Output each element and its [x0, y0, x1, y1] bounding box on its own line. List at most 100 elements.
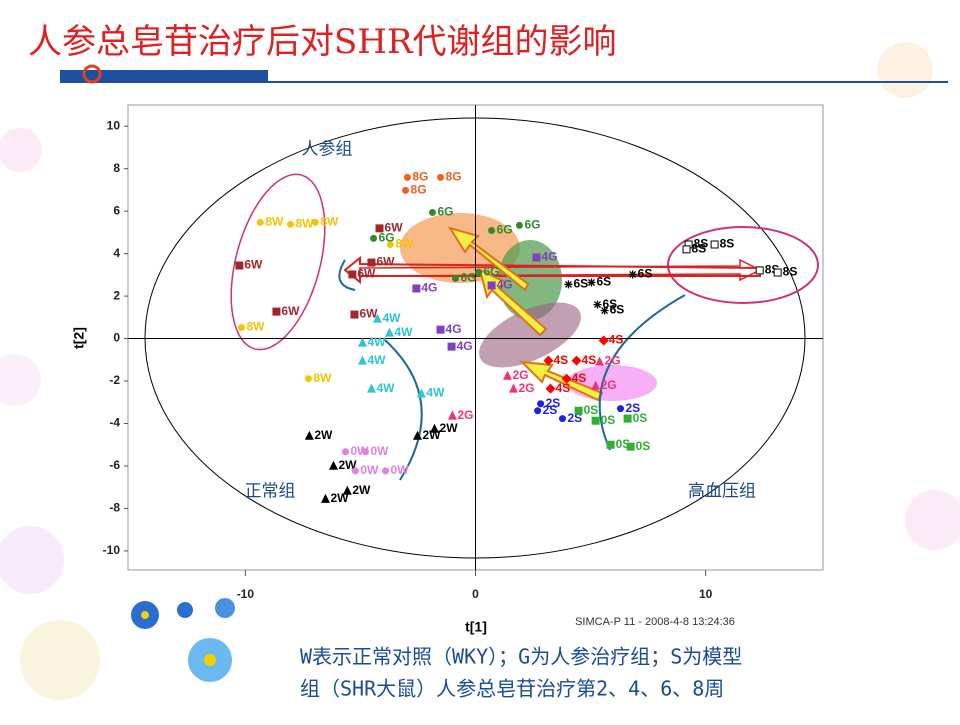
- point-label: 2S: [543, 403, 558, 417]
- point: [606, 440, 615, 449]
- x-tick-label: 10: [699, 587, 713, 601]
- point-label: 6W: [376, 255, 395, 269]
- curve-arrow: [338, 259, 356, 291]
- y-tick-label: -4: [109, 416, 120, 430]
- point-label: 6S: [638, 267, 653, 281]
- y-axis-label: t[2]: [71, 327, 87, 349]
- y-tick-label: 6: [113, 203, 120, 217]
- point: [341, 448, 349, 456]
- annotation: 正常组: [245, 482, 296, 502]
- point-label: 6G: [379, 231, 395, 245]
- point: [437, 173, 445, 181]
- point-label: 6S: [602, 297, 617, 311]
- point: [386, 241, 394, 248]
- point: [372, 313, 382, 323]
- point-label: 4S: [572, 371, 587, 385]
- point: [534, 407, 542, 415]
- point-label: 4W: [394, 325, 413, 339]
- curve-arrow: [384, 339, 423, 481]
- point: [256, 218, 264, 226]
- point: [564, 280, 573, 289]
- point: [598, 335, 609, 346]
- flowers: [131, 598, 235, 682]
- y-tick-label: 8: [113, 161, 120, 175]
- point: [304, 430, 314, 440]
- point-label: 4S: [609, 333, 624, 347]
- point: [515, 221, 523, 229]
- point-label: 8S: [783, 265, 798, 279]
- point-label: 4W: [382, 311, 401, 325]
- point: [375, 224, 384, 233]
- arrow: [359, 258, 762, 282]
- point-label: 4W: [376, 381, 395, 395]
- point: [367, 258, 376, 267]
- point-label: 8G: [412, 170, 428, 184]
- y-tick-label: 2: [113, 288, 120, 302]
- point: [508, 383, 518, 393]
- y-tick-label: 4: [113, 246, 120, 260]
- point: [474, 269, 482, 277]
- point: [710, 240, 719, 249]
- point-label: 4G: [541, 250, 557, 264]
- point-label: 0S: [601, 413, 616, 427]
- point: [532, 253, 541, 262]
- point: [593, 300, 602, 309]
- point-label: 6W: [357, 267, 376, 281]
- point-label: 2G: [605, 354, 621, 368]
- point: [488, 226, 496, 234]
- point: [384, 327, 394, 337]
- point: [545, 383, 556, 394]
- x-tick-label: 0: [472, 587, 479, 601]
- point-label: 6G: [437, 205, 453, 219]
- point-label: 0S: [616, 437, 631, 451]
- point-label: 6G: [460, 271, 476, 285]
- point: [311, 218, 319, 226]
- point-label: 6G: [497, 223, 513, 237]
- point-label: 4G: [421, 281, 437, 295]
- point-label: 2G: [512, 368, 528, 382]
- point-label: 8W: [320, 215, 339, 229]
- point: [623, 414, 632, 423]
- point: [755, 266, 764, 275]
- point-label: 2S: [625, 401, 640, 415]
- point: [342, 485, 352, 495]
- point: [487, 281, 496, 290]
- y-tick-label: -8: [109, 501, 120, 515]
- point-label: 4W: [368, 353, 387, 367]
- point: [587, 278, 596, 287]
- point-label: 0W: [370, 444, 389, 458]
- point-label: 6G: [524, 218, 540, 232]
- point: [626, 442, 635, 451]
- point-label: 8W: [313, 371, 332, 385]
- x-tick-label: -10: [237, 587, 255, 601]
- point-label: 0W: [360, 463, 379, 477]
- point: [351, 467, 359, 475]
- point: [561, 373, 572, 384]
- point: [682, 245, 691, 254]
- point-label: 8S: [694, 237, 709, 251]
- decoration: [0, 42, 960, 700]
- title: 人参总皂苷治疗后对SHR代谢组的影响: [28, 22, 617, 62]
- point: [329, 460, 339, 470]
- y-tick-label: 0: [113, 331, 120, 345]
- point-label: 6S: [573, 277, 588, 291]
- point-label: 8G: [411, 183, 427, 197]
- point-label: 4G: [497, 278, 513, 292]
- point: [543, 355, 554, 366]
- point: [382, 467, 390, 475]
- point-label: 6W: [359, 307, 378, 321]
- point: [413, 430, 423, 440]
- point-label: 8W: [295, 217, 314, 231]
- caption: 组（SHR大鼠）人参总皂苷治疗第2、4、6、8周: [300, 677, 724, 701]
- point: [428, 208, 436, 216]
- point-label: 4W: [368, 335, 387, 349]
- annotation: 人参组: [302, 140, 353, 160]
- point-label: 4G: [457, 339, 473, 353]
- point: [628, 270, 637, 279]
- point: [595, 356, 605, 366]
- point-label: 6W: [385, 221, 404, 235]
- point: [571, 355, 582, 366]
- region: [479, 302, 581, 368]
